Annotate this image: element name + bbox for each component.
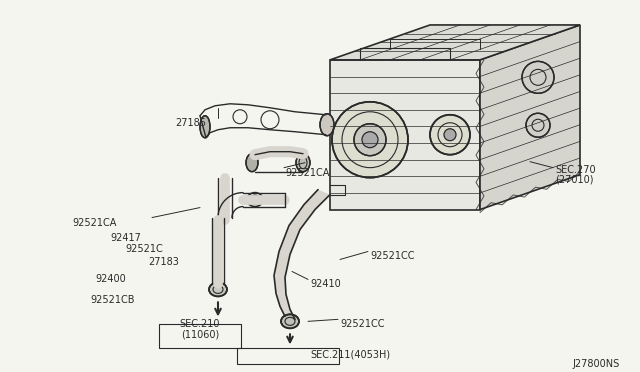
Text: (27010): (27010) xyxy=(555,174,593,185)
Ellipse shape xyxy=(209,282,227,296)
Polygon shape xyxy=(304,190,330,209)
Text: 92417: 92417 xyxy=(110,232,141,243)
Text: SEC.210: SEC.210 xyxy=(180,319,220,329)
Text: SEC.270: SEC.270 xyxy=(555,165,596,175)
Text: 92521CB: 92521CB xyxy=(90,295,134,305)
Text: 92521CA: 92521CA xyxy=(285,168,330,178)
Circle shape xyxy=(362,132,378,148)
Text: J27800NS: J27800NS xyxy=(573,359,620,369)
Text: 92521CC: 92521CC xyxy=(340,319,385,329)
Text: 92521CC: 92521CC xyxy=(370,251,415,262)
Polygon shape xyxy=(274,275,286,294)
Circle shape xyxy=(526,113,550,137)
Polygon shape xyxy=(289,205,315,230)
Text: 92400: 92400 xyxy=(95,275,125,285)
Text: 27185: 27185 xyxy=(175,118,206,128)
Text: 92410: 92410 xyxy=(310,279,340,289)
Polygon shape xyxy=(279,225,300,254)
Polygon shape xyxy=(480,25,580,209)
Ellipse shape xyxy=(200,116,210,138)
Circle shape xyxy=(354,124,386,155)
Polygon shape xyxy=(274,251,290,278)
Text: SEC.211(4053H): SEC.211(4053H) xyxy=(310,349,390,359)
Ellipse shape xyxy=(320,114,334,136)
Polygon shape xyxy=(280,307,295,319)
Text: (11060): (11060) xyxy=(181,329,219,339)
Text: 92521CA: 92521CA xyxy=(72,218,116,228)
Circle shape xyxy=(444,129,456,141)
Ellipse shape xyxy=(246,154,258,171)
Text: 92521C: 92521C xyxy=(125,244,163,254)
Ellipse shape xyxy=(281,314,299,328)
Polygon shape xyxy=(330,60,480,209)
Circle shape xyxy=(332,102,408,178)
Ellipse shape xyxy=(296,154,310,171)
Circle shape xyxy=(522,61,554,93)
Polygon shape xyxy=(276,294,290,310)
Circle shape xyxy=(430,115,470,155)
Text: 27183: 27183 xyxy=(148,257,179,267)
Polygon shape xyxy=(330,25,580,60)
